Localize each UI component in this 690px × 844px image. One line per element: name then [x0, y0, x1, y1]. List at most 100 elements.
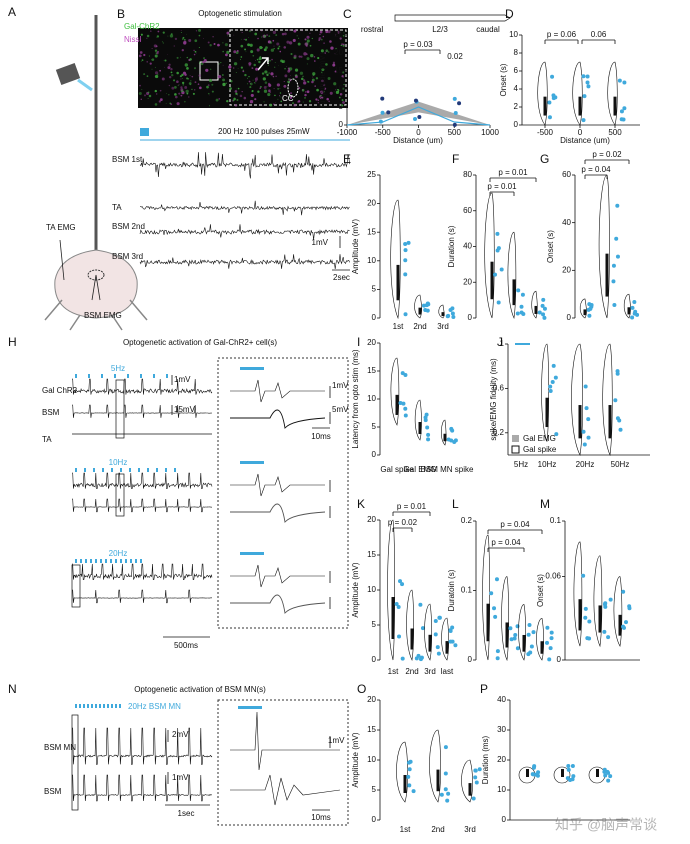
texture — [181, 78, 183, 79]
tick-label: 0 — [514, 120, 519, 129]
texture — [259, 85, 262, 88]
dot — [457, 101, 462, 106]
texture — [244, 73, 247, 77]
dot — [418, 657, 423, 662]
label: Distance (um) — [560, 136, 610, 145]
texture — [291, 78, 294, 80]
texture — [253, 81, 256, 84]
texture — [154, 49, 158, 52]
dot — [612, 303, 617, 308]
label: p = 0.06 — [547, 30, 577, 39]
texture — [316, 88, 319, 92]
dot — [495, 649, 500, 654]
tick-label: 15 — [367, 550, 376, 559]
tick-label: 40 — [463, 242, 472, 251]
zoom-trace — [230, 409, 326, 430]
texture — [198, 28, 201, 32]
texture — [269, 59, 271, 62]
dot — [424, 303, 429, 308]
label: 200 Hz 100 pulses 25mW — [218, 127, 310, 136]
tick-label: 10 — [367, 256, 376, 265]
texture — [294, 68, 299, 72]
texture — [263, 101, 265, 103]
stim-pulse — [87, 704, 89, 708]
texture — [139, 51, 143, 54]
histology-image — [138, 28, 348, 108]
texture — [186, 67, 189, 70]
texture — [277, 87, 279, 90]
dot — [452, 440, 457, 445]
texture — [245, 51, 247, 53]
texture — [312, 76, 314, 78]
stim-pulse — [107, 704, 109, 708]
axis-label: Onset (s) — [499, 63, 508, 96]
trace-label: Gal ChR2 — [42, 386, 78, 395]
texture — [249, 86, 252, 89]
panel-letter: O — [357, 682, 366, 696]
dot — [545, 625, 550, 630]
dot — [603, 601, 608, 606]
tick-label: -1000 — [337, 128, 358, 137]
label: 500ms — [174, 641, 198, 650]
category-label: 20Hz — [576, 460, 595, 469]
box — [578, 405, 582, 439]
highlight — [115, 379, 125, 439]
dot — [541, 297, 546, 302]
texture — [322, 35, 325, 38]
label: 1mV — [312, 238, 329, 247]
dot — [528, 650, 533, 655]
stim-pulse — [103, 704, 105, 708]
category-label: 2nd — [431, 825, 444, 834]
label: L2/3 — [432, 25, 448, 34]
dot — [536, 770, 541, 775]
texture — [179, 75, 183, 78]
box — [410, 628, 414, 650]
dot — [423, 307, 428, 312]
texture — [309, 44, 312, 47]
dot — [527, 623, 532, 628]
texture — [194, 89, 196, 91]
texture — [273, 47, 275, 50]
dot — [425, 425, 430, 430]
stim-pulse — [120, 559, 122, 563]
trace-label: BSM — [42, 408, 60, 417]
texture — [215, 98, 219, 102]
texture — [292, 38, 296, 42]
category-label: 5Hz — [514, 460, 528, 469]
texture — [308, 100, 312, 103]
dot — [615, 369, 620, 374]
texture — [287, 80, 290, 84]
texture — [189, 58, 192, 61]
texture — [266, 86, 268, 87]
dot — [406, 240, 411, 245]
label: rostral — [361, 25, 383, 34]
dot — [545, 640, 550, 645]
dot — [403, 242, 408, 247]
label: 15mV — [174, 405, 196, 414]
dot — [615, 203, 620, 208]
dot — [496, 246, 501, 251]
texture — [206, 85, 209, 89]
stim-pulse — [93, 468, 95, 472]
dot — [540, 303, 545, 308]
dot — [550, 380, 555, 385]
dot — [450, 311, 455, 316]
stim-pulse — [165, 468, 167, 472]
trace-label: TA — [112, 203, 122, 212]
tick-label: 20 — [367, 695, 376, 704]
texture — [176, 56, 179, 59]
texture — [337, 30, 341, 34]
label: p = 0.02 — [592, 150, 622, 159]
dot — [586, 84, 591, 89]
tick-label: 0.2 — [493, 428, 505, 437]
texture — [194, 81, 197, 84]
texture — [293, 54, 297, 58]
texture — [275, 75, 277, 78]
texture — [288, 41, 293, 45]
texture — [300, 55, 303, 58]
texture — [279, 50, 282, 53]
dot — [421, 303, 426, 308]
texture — [157, 73, 159, 75]
trace — [139, 152, 350, 179]
frame — [217, 357, 349, 629]
